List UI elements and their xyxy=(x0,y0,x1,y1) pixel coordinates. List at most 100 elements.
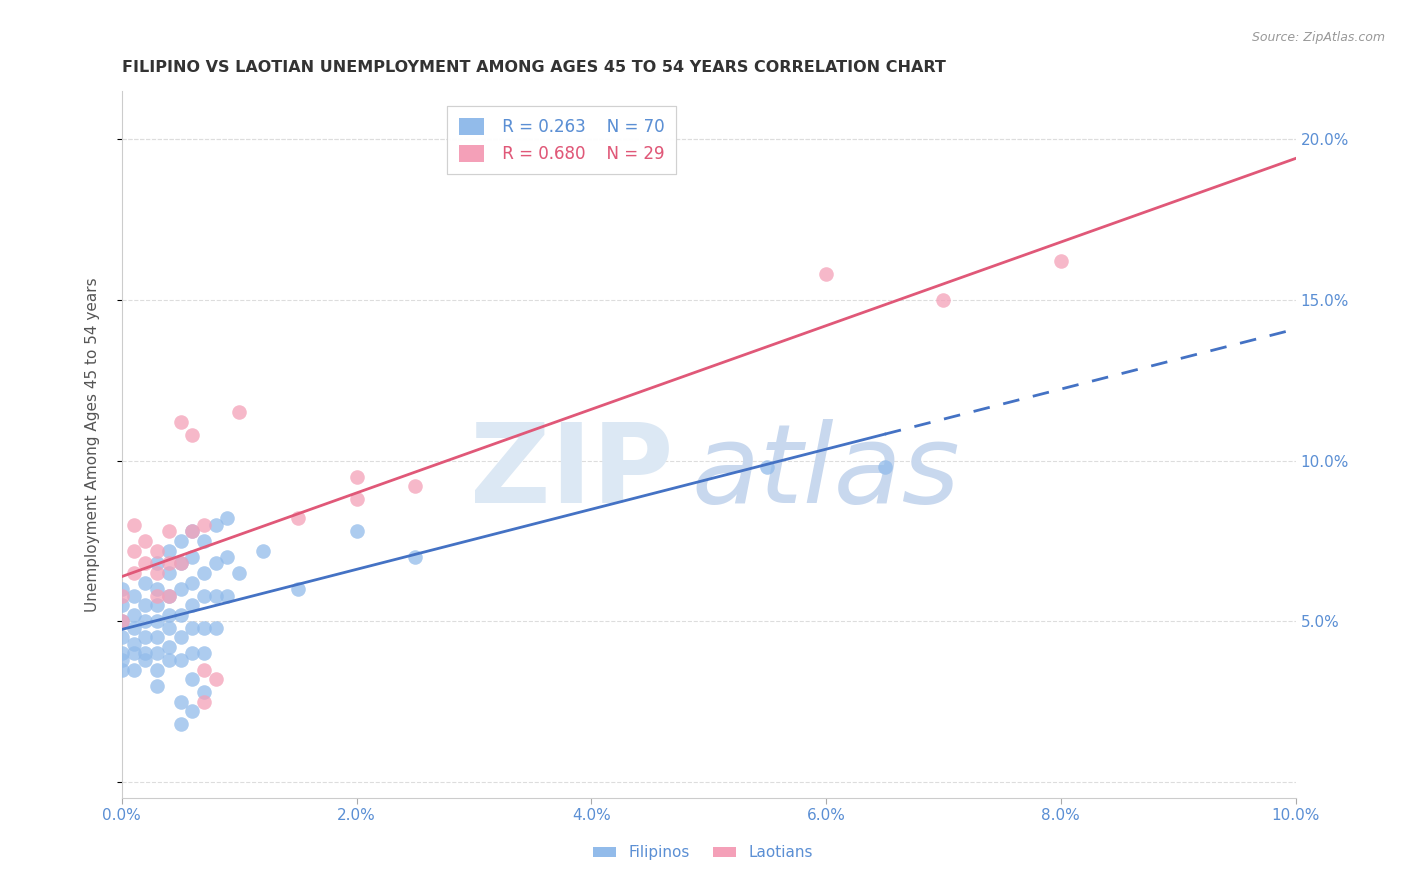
Point xyxy=(756,460,779,475)
Point xyxy=(193,685,215,699)
Point xyxy=(204,517,226,532)
Point xyxy=(252,543,274,558)
Point xyxy=(122,607,145,622)
Point xyxy=(146,615,169,629)
Point xyxy=(157,621,180,635)
Point xyxy=(204,621,226,635)
Point xyxy=(134,599,156,613)
Point xyxy=(122,621,145,635)
Point xyxy=(146,679,169,693)
Point xyxy=(146,543,169,558)
Point xyxy=(181,524,204,539)
Point xyxy=(157,640,180,654)
Point xyxy=(346,469,368,483)
Point xyxy=(169,533,191,548)
Point xyxy=(122,663,145,677)
Point xyxy=(169,415,191,429)
Point xyxy=(204,672,226,686)
Point xyxy=(217,511,239,525)
Point xyxy=(181,428,204,442)
Point xyxy=(181,524,204,539)
Point xyxy=(134,653,156,667)
Point xyxy=(193,621,215,635)
Point xyxy=(217,589,239,603)
Point xyxy=(169,557,191,571)
Point xyxy=(157,607,180,622)
Point xyxy=(157,589,180,603)
Point xyxy=(111,615,134,629)
Point xyxy=(193,695,215,709)
Point xyxy=(111,615,134,629)
Point xyxy=(146,582,169,597)
Point xyxy=(111,589,134,603)
Point xyxy=(193,663,215,677)
Point xyxy=(815,267,838,281)
Point xyxy=(932,293,955,307)
Point xyxy=(122,543,145,558)
Text: atlas: atlas xyxy=(692,419,960,526)
Point xyxy=(204,589,226,603)
Point xyxy=(157,524,180,539)
Point xyxy=(181,549,204,564)
Point xyxy=(134,557,156,571)
Point xyxy=(181,599,204,613)
Point xyxy=(146,566,169,580)
Text: ZIP: ZIP xyxy=(470,419,673,526)
Point xyxy=(134,615,156,629)
Point xyxy=(134,533,156,548)
Point xyxy=(346,492,368,507)
Point xyxy=(404,479,426,493)
Point xyxy=(169,582,191,597)
Point xyxy=(122,589,145,603)
Legend: Filipinos, Laotians: Filipinos, Laotians xyxy=(588,839,818,866)
Point xyxy=(146,589,169,603)
Point xyxy=(169,717,191,731)
Point xyxy=(122,647,145,661)
Point xyxy=(181,647,204,661)
Point xyxy=(169,695,191,709)
Point xyxy=(157,653,180,667)
Text: Source: ZipAtlas.com: Source: ZipAtlas.com xyxy=(1251,31,1385,45)
Point xyxy=(346,524,368,539)
Point xyxy=(157,589,180,603)
Point xyxy=(181,575,204,590)
Point xyxy=(287,582,309,597)
Point xyxy=(146,599,169,613)
Point xyxy=(181,621,204,635)
Point xyxy=(169,653,191,667)
Point xyxy=(1050,254,1073,268)
Point xyxy=(111,663,134,677)
Point xyxy=(134,647,156,661)
Point xyxy=(122,517,145,532)
Point xyxy=(217,549,239,564)
Point xyxy=(169,557,191,571)
Point xyxy=(193,566,215,580)
Point xyxy=(134,575,156,590)
Point xyxy=(122,637,145,651)
Y-axis label: Unemployment Among Ages 45 to 54 years: Unemployment Among Ages 45 to 54 years xyxy=(86,277,100,612)
Point xyxy=(169,607,191,622)
Point xyxy=(181,704,204,718)
Point xyxy=(111,653,134,667)
Point xyxy=(111,647,134,661)
Legend:  R = 0.263    N = 70,  R = 0.680    N = 29: R = 0.263 N = 70, R = 0.680 N = 29 xyxy=(447,106,676,175)
Point xyxy=(146,631,169,645)
Point xyxy=(287,511,309,525)
Point xyxy=(193,533,215,548)
Point xyxy=(146,557,169,571)
Point xyxy=(111,582,134,597)
Point xyxy=(157,557,180,571)
Point xyxy=(122,566,145,580)
Point xyxy=(193,647,215,661)
Point xyxy=(404,549,426,564)
Point xyxy=(873,460,896,475)
Point xyxy=(111,599,134,613)
Point xyxy=(193,589,215,603)
Point xyxy=(193,517,215,532)
Text: FILIPINO VS LAOTIAN UNEMPLOYMENT AMONG AGES 45 TO 54 YEARS CORRELATION CHART: FILIPINO VS LAOTIAN UNEMPLOYMENT AMONG A… xyxy=(122,60,946,75)
Point xyxy=(181,672,204,686)
Point xyxy=(228,405,250,419)
Point xyxy=(134,631,156,645)
Point xyxy=(157,566,180,580)
Point xyxy=(169,631,191,645)
